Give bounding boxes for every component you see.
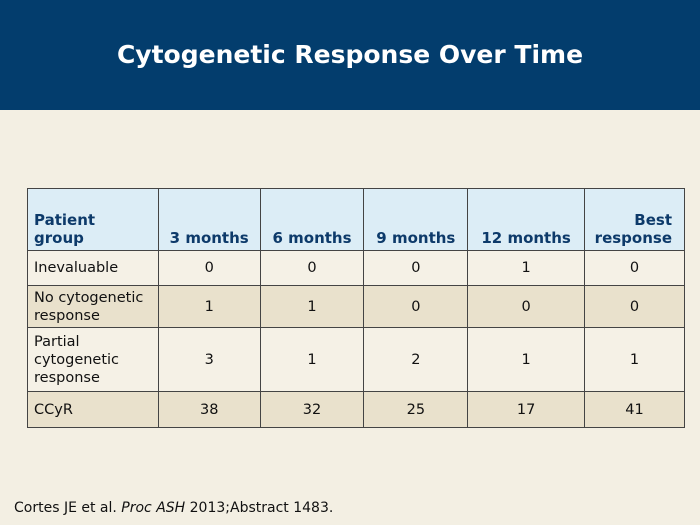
citation-authors: Cortes JE et al. bbox=[14, 500, 122, 516]
citation-journal: Proc ASH bbox=[121, 500, 186, 516]
title-band bbox=[0, 0, 700, 110]
row-group-label: Inevaluable bbox=[27, 250, 159, 286]
cell-best-response: 1 bbox=[583, 327, 686, 392]
slide-title: Cytogenetic Response Over Time bbox=[116, 40, 584, 69]
row-group-label: No cytogenetic response bbox=[27, 285, 159, 328]
cell-9-months: 25 bbox=[363, 391, 469, 428]
cell-12-months: 17 bbox=[467, 391, 585, 428]
cell-9-months: 0 bbox=[363, 250, 469, 286]
header-9-months: 9 months bbox=[363, 188, 469, 251]
row-group-label: CCyR bbox=[27, 391, 159, 428]
cell-6-months: 1 bbox=[259, 285, 365, 328]
cell-3-months: 1 bbox=[157, 285, 261, 328]
cell-6-months: 1 bbox=[259, 327, 365, 392]
table-row: Inevaluable 0 0 0 1 0 bbox=[27, 250, 686, 286]
table-header-row: Patient group 3 months 6 months 9 months … bbox=[27, 188, 686, 251]
cell-best-response: 0 bbox=[583, 285, 686, 328]
table-row: Partial cytogenetic response 3 1 2 1 1 bbox=[27, 327, 686, 392]
cell-9-months: 0 bbox=[363, 285, 469, 328]
cell-best-response: 41 bbox=[583, 391, 686, 428]
cell-9-months: 2 bbox=[363, 327, 469, 392]
cell-6-months: 0 bbox=[259, 250, 365, 286]
cell-best-response: 0 bbox=[583, 250, 686, 286]
table-row: CCyR 38 32 25 17 41 bbox=[27, 391, 686, 428]
source-citation: Cortes JE et al. Proc ASH 2013;Abstract … bbox=[14, 500, 333, 516]
row-group-label: Partial cytogenetic response bbox=[27, 327, 159, 392]
citation-details: 2013;Abstract 1483. bbox=[185, 500, 334, 516]
header-best-response: Best response bbox=[583, 188, 686, 251]
cell-3-months: 0 bbox=[157, 250, 261, 286]
response-table: Patient group 3 months 6 months 9 months … bbox=[27, 188, 686, 428]
cell-3-months: 38 bbox=[157, 391, 261, 428]
header-patient-group: Patient group bbox=[27, 188, 159, 251]
cell-6-months: 32 bbox=[259, 391, 365, 428]
header-12-months: 12 months bbox=[467, 188, 585, 251]
header-3-months: 3 months bbox=[157, 188, 261, 251]
header-6-months: 6 months bbox=[259, 188, 365, 251]
cell-12-months: 1 bbox=[467, 327, 585, 392]
table-row: No cytogenetic response 1 1 0 0 0 bbox=[27, 285, 686, 328]
cell-12-months: 0 bbox=[467, 285, 585, 328]
cell-12-months: 1 bbox=[467, 250, 585, 286]
cell-3-months: 3 bbox=[157, 327, 261, 392]
